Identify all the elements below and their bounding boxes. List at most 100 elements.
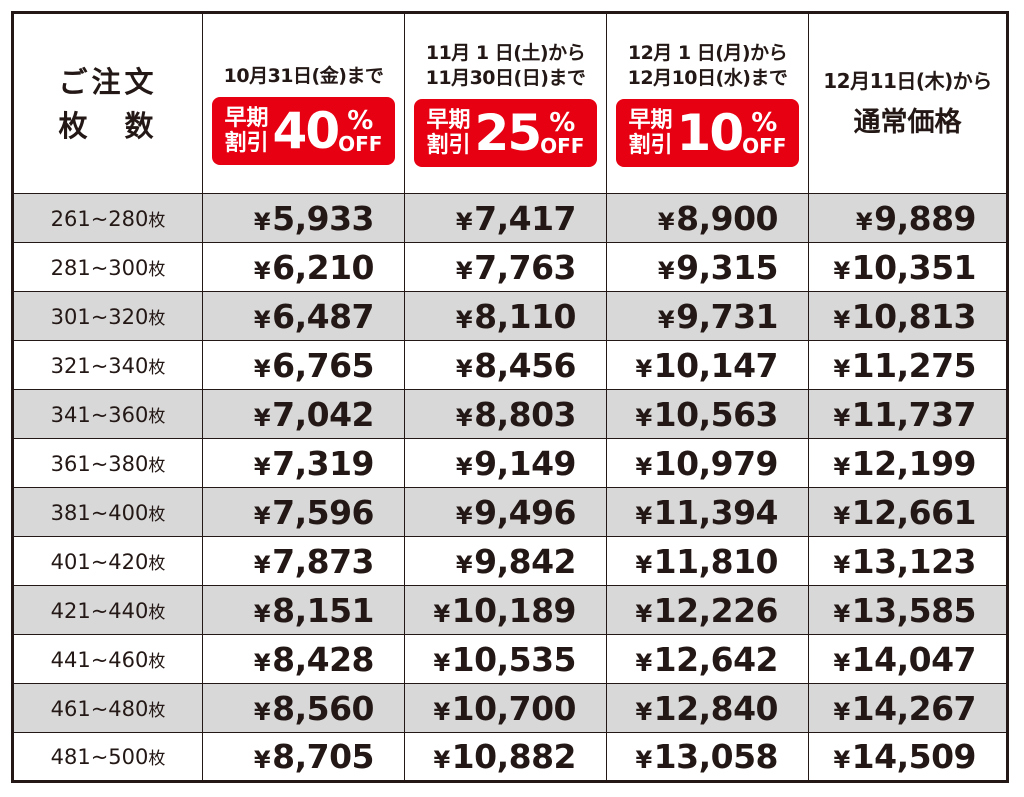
yen-symbol: ¥ [253,746,271,774]
header-regular: 12月11日(木)から 通常価格 [808,12,1008,194]
price-value: 8,705 [272,737,374,776]
qty-unit: 枚 [148,602,166,623]
price-cell: ¥10,147 [606,340,809,390]
period-line1: 11月 1 日(土)から [425,41,586,64]
qty-range: 441~460 [50,647,149,672]
yen-symbol: ¥ [855,207,873,236]
badge-off: OFF [338,132,383,156]
yen-symbol: ¥ [433,648,450,677]
price-cell: ¥6,765 [202,340,405,390]
yen-symbol: ¥ [635,452,652,481]
table-row: 461~480枚 ¥8,560 ¥10,700 ¥12,840 ¥14,267 [12,683,1008,733]
yen-symbol: ¥ [833,697,850,726]
price-cell: ¥11,737 [808,389,1008,439]
price-cell: ¥7,596 [202,487,405,537]
qty-range: 481~500 [50,745,149,769]
yen-symbol: ¥ [253,256,271,285]
table-row: 281~300枚 ¥6,210 ¥7,763 ¥9,315 ¥10,351 [12,242,1008,292]
table-row: 321~340枚 ¥6,765 ¥8,456 ¥10,147 ¥11,275 [12,340,1008,390]
price-cell: ¥10,813 [808,291,1008,341]
yen-symbol: ¥ [253,550,271,579]
price-value: 7,596 [272,492,374,532]
price-cell: ¥10,535 [404,634,607,684]
qty-unit: 枚 [148,504,166,525]
price-cell: ¥8,900 [606,193,809,243]
qty-unit: 枚 [148,210,166,231]
qty-range-cell: 281~300枚 [12,242,203,292]
table-row: 261~280枚 ¥5,933 ¥7,417 ¥8,900 ¥9,889 [12,193,1008,243]
qty-range-cell: 341~360枚 [12,389,203,439]
table-row: 441~460枚 ¥8,428 ¥10,535 ¥12,642 ¥14,047 [12,634,1008,684]
yen-symbol: ¥ [833,403,850,432]
price-value: 11,737 [851,394,977,434]
yen-symbol: ¥ [455,207,473,236]
badge-label-line2: 割引 [224,131,269,156]
price-cell: ¥9,731 [606,291,809,341]
price-cell: ¥10,563 [606,389,809,439]
price-cell: ¥8,560 [202,683,405,733]
price-table-body: 261~280枚 ¥5,933 ¥7,417 ¥8,900 ¥9,889 281~300枚… [12,193,1008,782]
qty-header-line2: 枚 数 [58,108,158,143]
price-value: 13,058 [653,737,779,776]
yen-symbol: ¥ [455,305,473,334]
yen-symbol: ¥ [455,354,473,383]
price-cell: ¥11,810 [606,536,809,586]
price-value: 10,700 [451,688,577,728]
yen-symbol: ¥ [833,501,850,530]
yen-symbol: ¥ [635,648,652,677]
badge-percent: 25 [474,103,543,162]
price-value: 13,585 [851,590,977,630]
badge-percent-sign: % [549,107,576,138]
price-cell: ¥10,882 [404,732,607,782]
period-line1: 10月31日(金)まで [223,65,384,87]
price-value: 8,803 [474,394,576,434]
price-value: 10,147 [653,345,779,385]
yen-symbol: ¥ [657,256,675,285]
badge-label-line1: 早期 [628,107,673,133]
yen-symbol: ¥ [455,452,473,481]
period-line2: 11月30日(日)まで [425,66,586,89]
price-value: 5,933 [272,198,374,238]
price-cell: ¥8,456 [404,340,607,390]
price-value: 6,487 [272,296,374,336]
badge-percent: 10 [676,103,745,162]
table-row: 301~320枚 ¥6,487 ¥8,110 ¥9,731 ¥10,813 [12,291,1008,341]
price-cell: ¥10,979 [606,438,809,488]
table-row: 381~400枚 ¥7,596 ¥9,496 ¥11,394 ¥12,661 [12,487,1008,537]
qty-range-cell: 381~400枚 [12,487,203,537]
price-value: 10,535 [451,639,577,679]
price-cell: ¥12,661 [808,487,1008,537]
qty-header: ご注文 枚 数 [12,12,203,194]
header-row: ご注文 枚 数 10月31日(金)まで 早期 割引 40 % OFF [12,12,1008,194]
price-cell: ¥7,417 [404,193,607,243]
price-cell: ¥8,803 [404,389,607,439]
yen-symbol: ¥ [833,746,850,774]
badge-label: 早期 割引 [427,108,471,158]
yen-symbol: ¥ [635,403,652,432]
price-cell: ¥5,933 [202,193,405,243]
price-cell: ¥12,226 [606,585,809,635]
yen-symbol: ¥ [635,354,652,383]
price-cell: ¥13,058 [606,732,809,782]
yen-symbol: ¥ [433,746,450,774]
price-value: 9,889 [874,198,976,238]
qty-range-cell: 481~500枚 [12,732,203,782]
yen-symbol: ¥ [455,256,473,285]
price-cell: ¥8,151 [202,585,405,635]
price-cell: ¥14,047 [808,634,1008,684]
qty-range: 261~280 [50,206,149,231]
price-value: 14,267 [851,688,977,728]
price-cell: ¥13,585 [808,585,1008,635]
price-cell: ¥14,267 [808,683,1008,733]
qty-unit: 枚 [148,553,166,574]
yen-symbol: ¥ [253,697,271,726]
price-value: 14,047 [851,639,977,679]
price-cell: ¥7,873 [202,536,405,586]
badge-off: OFF [742,133,787,158]
price-value: 12,642 [653,639,779,679]
yen-symbol: ¥ [455,403,473,432]
qty-header-line1: ご注文 [58,64,158,99]
price-cell: ¥7,042 [202,389,405,439]
yen-symbol: ¥ [253,207,271,236]
price-cell: ¥9,149 [404,438,607,488]
